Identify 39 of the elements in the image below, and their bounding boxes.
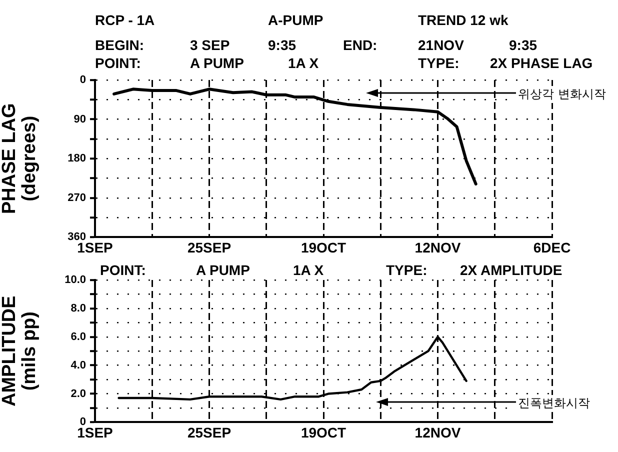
y-tick-label: 6.0 — [70, 330, 86, 343]
y-axis-title: AMPLITUDE (mils pp) — [0, 296, 40, 407]
annotation: 진폭변화시작 — [516, 395, 592, 412]
text: 2X AMPLITUDE — [460, 262, 562, 278]
y-tick-label: 10.0 — [64, 274, 86, 286]
text: POINT: — [95, 55, 141, 71]
x-tick-label: 19OCT — [300, 239, 347, 256]
text: POINT: — [100, 262, 146, 278]
y-tick-label: 0 — [80, 74, 86, 86]
y-tick-label: 180 — [68, 152, 86, 165]
text: 3 SEP — [190, 37, 230, 53]
x-tick-label: 12NOV — [414, 424, 462, 440]
text: RCP - 1A — [95, 12, 155, 28]
text: A-PUMP — [268, 12, 324, 28]
text: A PUMP — [190, 55, 244, 71]
x-tick-label: 12NOV — [414, 239, 462, 256]
text: 2X PHASE LAG — [490, 55, 593, 71]
text: TYPE: — [418, 55, 460, 71]
y-tick-label: 270 — [68, 192, 86, 204]
text: 1A X — [293, 262, 324, 278]
text: TYPE: — [386, 262, 428, 278]
y-tick-label: 2.0 — [70, 388, 86, 400]
text: 9:35 — [509, 37, 538, 53]
text: 21NOV — [418, 37, 464, 53]
text: 9:35 — [268, 37, 296, 53]
y-tick-label: 4.0 — [70, 359, 86, 372]
text: END: — [343, 37, 378, 53]
y-axis-title: PHASE LAG (degrees) — [0, 103, 40, 214]
text: 1A X — [288, 55, 319, 71]
y-tick-label: 90 — [74, 113, 86, 126]
text: BEGIN: — [95, 37, 144, 53]
annotation: 위상각 변화시작 — [516, 86, 608, 103]
x-tick-label: 25SEP — [187, 239, 232, 256]
x-tick-label: 19OCT — [300, 424, 347, 440]
x-tick-label: 6DEC — [533, 239, 571, 256]
text: TREND 12 wk — [418, 12, 508, 28]
y-tick-label: 8.0 — [70, 302, 86, 314]
x-tick-label: 25SEP — [187, 424, 232, 440]
text: A PUMP — [196, 262, 250, 278]
